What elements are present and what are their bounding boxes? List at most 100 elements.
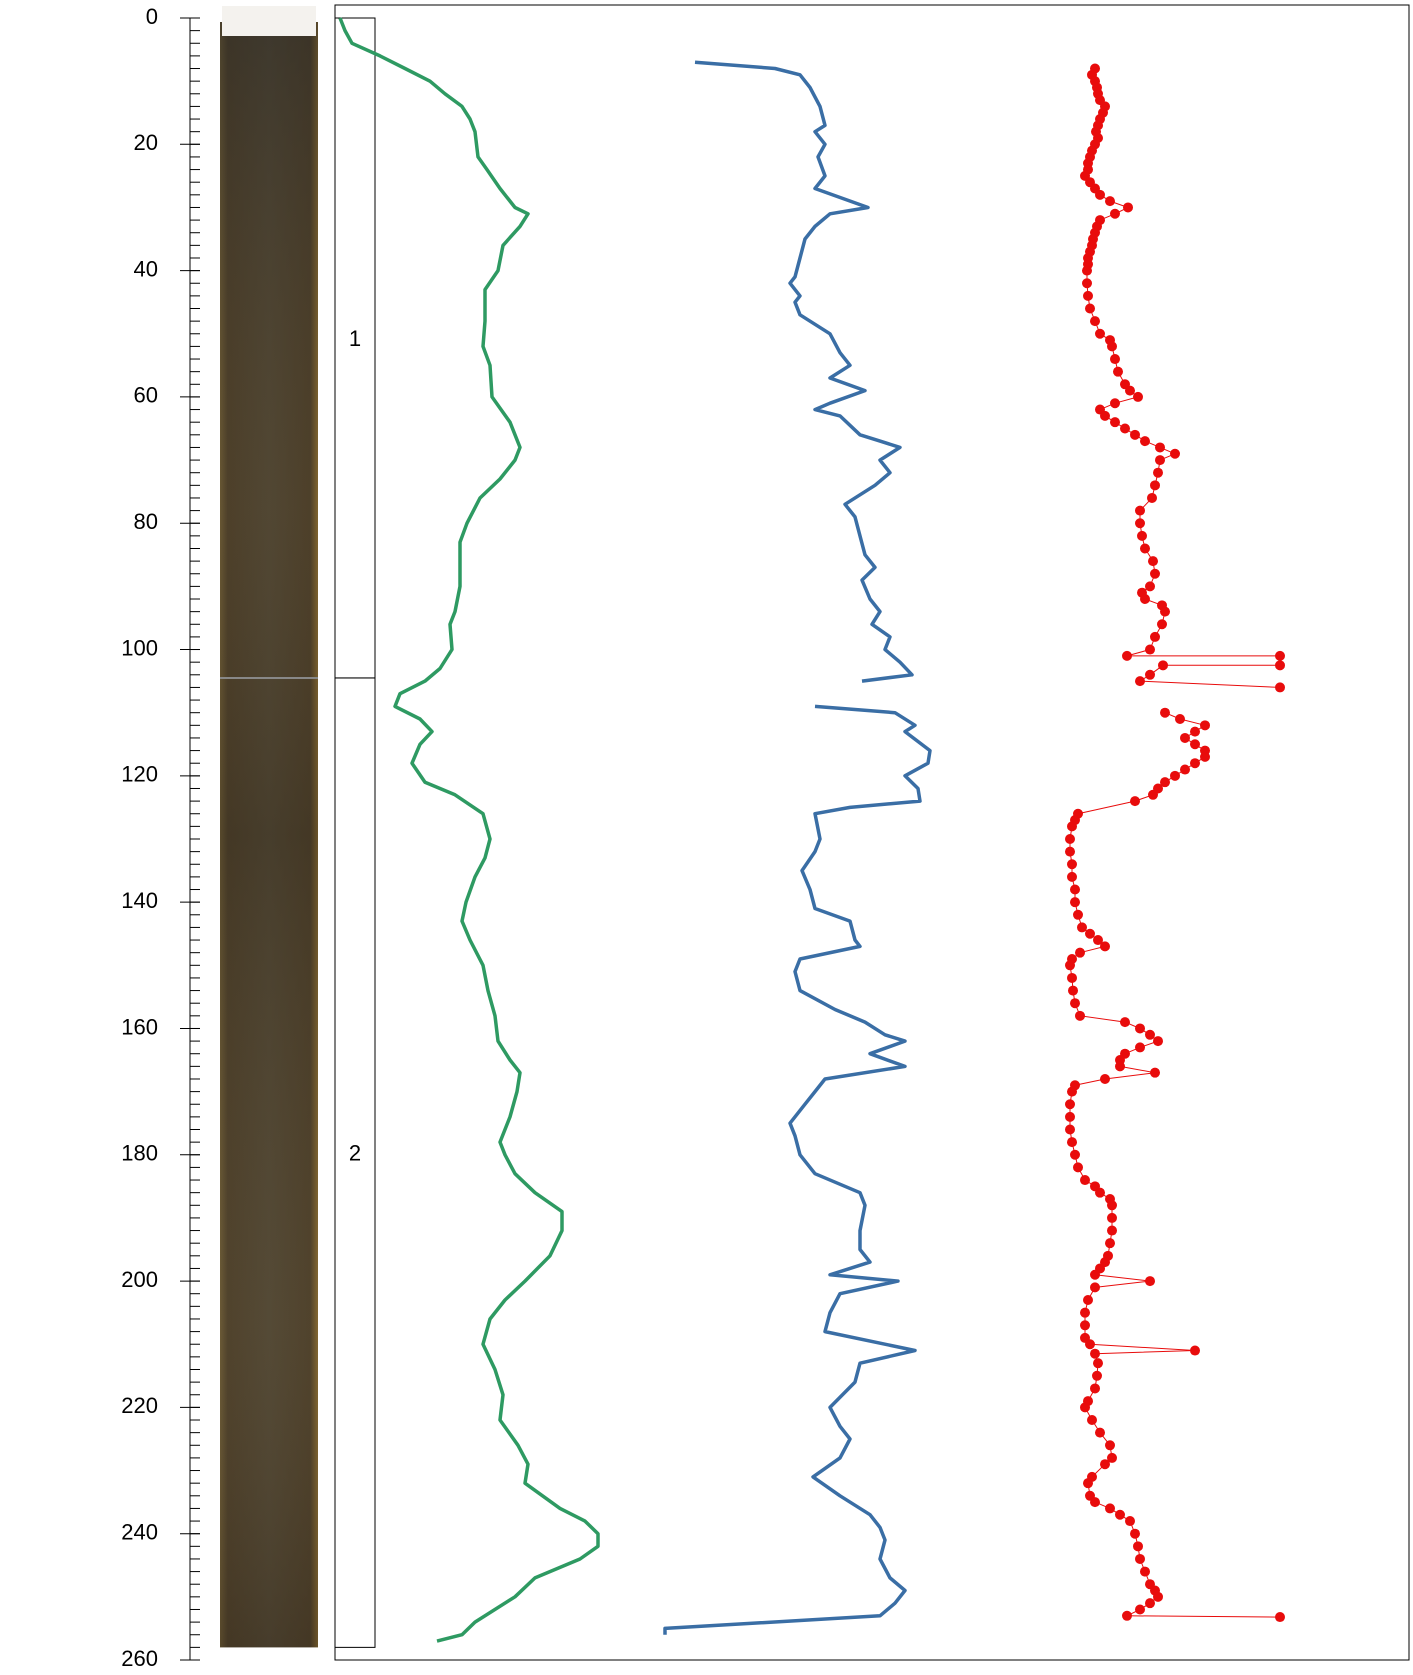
marker [1067, 1086, 1077, 1097]
marker [1133, 1541, 1143, 1552]
marker [1153, 1591, 1163, 1602]
marker [1147, 492, 1157, 503]
marker [1073, 1162, 1083, 1173]
marker [1085, 303, 1095, 314]
y-tick-label: 20 [134, 130, 158, 155]
marker [1077, 922, 1087, 933]
core-shade [220, 22, 318, 1648]
marker [1130, 429, 1140, 440]
marker [1145, 1029, 1155, 1040]
y-tick-label: 120 [121, 762, 158, 787]
y-tick-label: 40 [134, 256, 158, 281]
marker [1120, 423, 1130, 434]
unit-column: 12 [334, 17, 376, 1648]
marker [1115, 1509, 1125, 1520]
marker [1157, 619, 1167, 630]
marker [1160, 606, 1170, 617]
marker [1107, 1212, 1117, 1223]
marker [1083, 290, 1093, 301]
unit-label: 2 [349, 1140, 361, 1165]
unit-label: 1 [349, 326, 361, 351]
marker [1107, 1225, 1117, 1236]
marker [1150, 631, 1160, 642]
curves [338, 17, 1285, 1643]
marker [1090, 1348, 1100, 1359]
marker [1145, 669, 1155, 680]
y-tick-label: 0 [146, 4, 158, 29]
marker [1067, 1137, 1077, 1148]
marker [1190, 758, 1200, 769]
marker [1158, 660, 1168, 671]
marker [1095, 328, 1105, 339]
marker [1095, 189, 1105, 200]
marker [1080, 1307, 1090, 1318]
marker [1145, 1598, 1155, 1609]
y-tick-label: 180 [121, 1141, 158, 1166]
marker [1145, 581, 1155, 592]
marker [1075, 947, 1085, 958]
marker [1155, 442, 1165, 453]
marker [1067, 972, 1077, 983]
marker [1122, 650, 1132, 661]
marker [1122, 1610, 1132, 1621]
marker [1125, 1516, 1135, 1527]
marker [1275, 650, 1285, 661]
marker [1180, 732, 1190, 743]
marker [1070, 897, 1080, 908]
marker [1065, 960, 1075, 971]
marker [1090, 316, 1100, 327]
marker [1135, 1023, 1145, 1034]
marker [1083, 1478, 1093, 1489]
marker [1153, 1036, 1163, 1047]
marker [1150, 1067, 1160, 1078]
marker [1100, 1459, 1110, 1470]
marker [1090, 1269, 1100, 1280]
marker [1105, 196, 1115, 207]
y-tick-label: 60 [134, 383, 158, 408]
marker [1135, 1553, 1145, 1564]
core-cap [222, 6, 316, 36]
marker [1085, 1339, 1095, 1350]
marker [1090, 1282, 1100, 1293]
marker [1145, 644, 1155, 655]
marker [1140, 1566, 1150, 1577]
marker [1090, 1383, 1100, 1394]
y-tick-label: 220 [121, 1393, 158, 1418]
marker [1180, 764, 1190, 775]
marker [1075, 1010, 1085, 1021]
marker [1170, 448, 1180, 459]
marker [1200, 720, 1210, 731]
marker [1067, 859, 1077, 870]
marker [1170, 770, 1180, 781]
plot-frame [334, 4, 1410, 1661]
marker [1107, 1200, 1117, 1211]
marker [1065, 1099, 1075, 1110]
marker [1130, 1528, 1140, 1539]
marker [1080, 1320, 1090, 1331]
marker [1100, 410, 1110, 421]
depth-curve [1069, 68, 1281, 1618]
marker [1065, 1124, 1075, 1135]
marker [1087, 1415, 1097, 1426]
depth-curve [338, 17, 600, 1643]
y-tick-label: 260 [121, 1646, 158, 1670]
marker [1125, 385, 1135, 396]
marker [1065, 834, 1075, 844]
marker [1175, 714, 1185, 725]
marker [1140, 436, 1150, 447]
marker [1065, 1111, 1075, 1122]
marker [1190, 726, 1200, 737]
marker [1160, 707, 1170, 718]
marker [1095, 1187, 1105, 1198]
unit-box [334, 677, 376, 1648]
marker [1073, 909, 1083, 920]
marker [1275, 660, 1285, 671]
marker [1080, 1402, 1090, 1413]
marker [1065, 846, 1075, 857]
marker [1070, 998, 1080, 1009]
marker [1110, 354, 1120, 365]
y-tick-label: 100 [121, 635, 158, 660]
marker [1105, 1238, 1115, 1249]
marker [1110, 417, 1120, 428]
